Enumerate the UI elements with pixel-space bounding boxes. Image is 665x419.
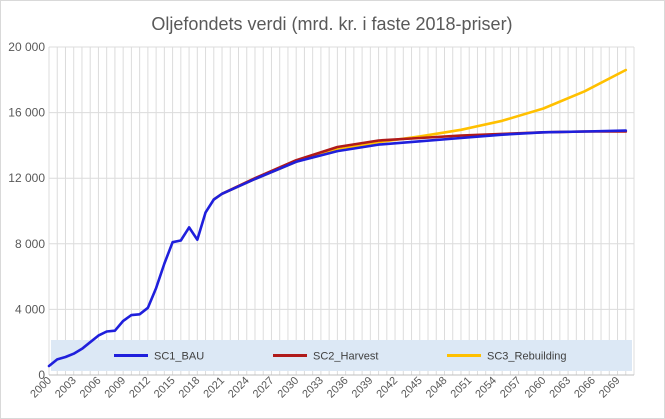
legend: SC1_BAU SC2_Harvest SC3_Rebuilding [51, 340, 632, 371]
x-tick-label: 2063 [547, 375, 573, 401]
x-tick-label: 2012 [127, 375, 153, 401]
x-tick-label: 2033 [300, 375, 326, 401]
x-tick-label: 2030 [276, 375, 302, 401]
x-tick-label: 2000 [28, 375, 54, 401]
grid-lines [48, 46, 635, 376]
x-tick-label: 2069 [597, 375, 623, 401]
y-tick-label: 0 [38, 368, 45, 382]
series-line-sc1-bau [47, 129, 628, 368]
x-tick-label: 2015 [152, 375, 178, 401]
x-tick-label: 2048 [424, 375, 450, 401]
x-tick-label: 2039 [350, 375, 376, 401]
y-tick-label: 8 000 [15, 237, 45, 251]
x-tick-label: 2021 [201, 375, 227, 401]
x-tick-label: 2027 [251, 375, 277, 401]
x-tick-label: 2054 [473, 375, 499, 401]
y-tick-label: 20 000 [8, 40, 45, 54]
chart-title: Oljefondets verdi (mrd. kr. i faste 2018… [151, 14, 512, 34]
x-tick-label: 2051 [449, 375, 475, 401]
x-tick-label: 2060 [523, 375, 549, 401]
x-tick-label: 2045 [399, 375, 425, 401]
x-tick-label: 2003 [53, 375, 79, 401]
legend-label-sc2-harvest: SC2_Harvest [313, 351, 378, 363]
x-tick-label: 2066 [572, 375, 598, 401]
data-series [47, 68, 628, 368]
x-tick-label: 2009 [102, 375, 128, 401]
x-tick-label: 2036 [325, 375, 351, 401]
y-tick-label: 12 000 [8, 171, 45, 185]
x-tick-label: 2018 [177, 375, 203, 401]
x-tick-labels: 2000200320062009201220152018202120242027… [28, 375, 622, 401]
x-tick-label: 2006 [78, 375, 104, 401]
y-tick-label: 4 000 [15, 302, 45, 316]
y-tick-labels: 0 4 000 8 000 12 000 16 000 20 000 [8, 40, 45, 382]
legend-label-sc3-rebuilding: SC3_Rebuilding [487, 351, 567, 363]
y-tick-label: 16 000 [8, 106, 45, 120]
x-tick-label: 2024 [226, 375, 252, 401]
legend-label-sc1-bau: SC1_BAU [154, 351, 204, 363]
x-tick-label: 2057 [498, 375, 524, 401]
x-tick-label: 2042 [374, 375, 400, 401]
